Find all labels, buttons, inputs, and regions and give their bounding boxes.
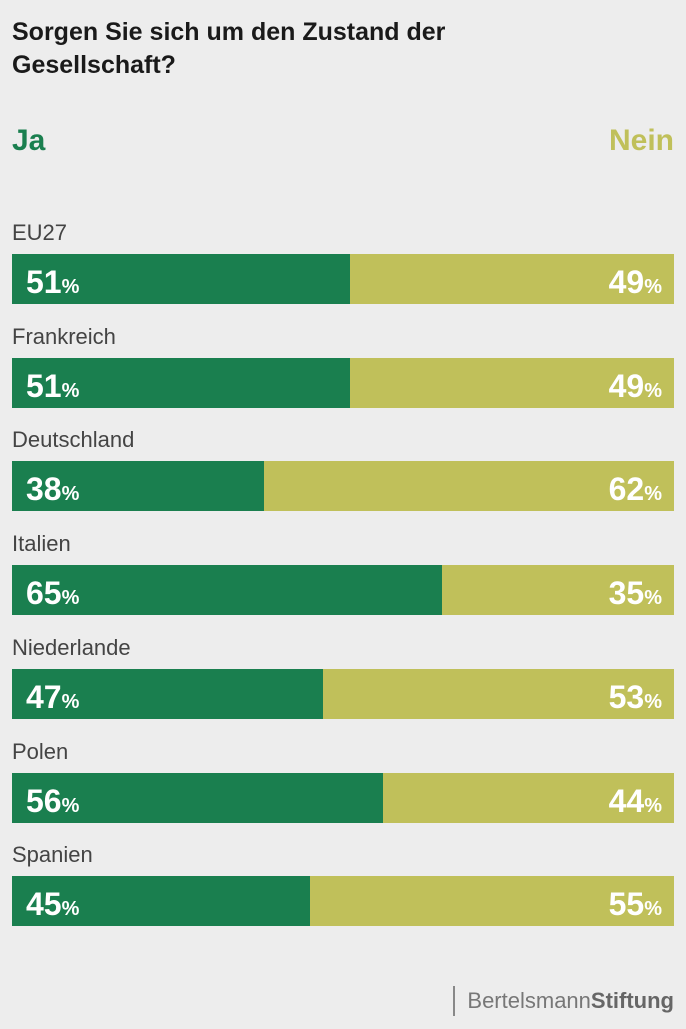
value-label-ja: 45% [26,886,80,923]
chart-title: Sorgen Sie sich um den Zustand der Gesel… [12,18,446,79]
bar-ja [12,565,442,616]
bar-ja [12,668,323,719]
bertelsmann-stiftung-logo: BertelsmannStiftung [453,986,674,1016]
bar-ja [12,461,264,512]
value-label-ja: 47% [26,678,80,715]
bar-nein [323,668,674,719]
bar-nein [310,876,674,927]
bar-ja [12,357,350,408]
category-label: Frankreich [12,323,116,349]
category-label: Polen [12,738,69,764]
category-label: Niederlande [12,634,131,660]
value-label-ja: 38% [26,471,80,508]
value-label-ja: 51% [26,264,80,300]
value-label-nein: 35% [608,575,662,612]
value-label-nein: 62% [608,471,662,508]
bar-nein [264,461,674,512]
category-label: Spanien [12,842,93,868]
value-label-ja: 56% [26,782,80,819]
bar-row: Frankreich 51% 49% [12,324,674,428]
value-label-nein: 49% [608,264,662,300]
value-label-nein: 49% [608,367,662,404]
logo-text-bold: Stiftung [590,988,674,1013]
bar-row: Deutschland 38% 62% [12,427,674,531]
legend-ja: Ja [12,124,46,157]
bar-ja [12,772,383,823]
value-label-nein: 55% [608,886,662,923]
value-label-nein: 53% [608,678,662,715]
bar-nein [350,254,674,304]
bar-ja [12,254,350,304]
bar-row: Niederlande 47% 53% [12,635,674,739]
value-label-ja: 65% [26,575,80,612]
value-label-nein: 44% [608,782,662,819]
bar-row: Polen 56% 44% [12,739,674,843]
bar-row: Italien 65% 35% [12,531,674,635]
logo-text-light: Bertelsmann [467,988,591,1013]
bar-nein [350,357,674,408]
legend-nein: Nein [608,124,674,157]
bar-row: EU27 51% 49% [12,220,674,324]
bar-row: Spanien 45% 55% [12,842,674,946]
category-label: Italien [12,531,71,557]
category-label: EU27 [12,220,68,245]
bar-nein [442,565,674,616]
bar-ja [12,876,310,927]
value-label-ja: 51% [26,367,80,404]
category-label: Deutschland [12,427,135,453]
bar-nein [383,772,674,823]
